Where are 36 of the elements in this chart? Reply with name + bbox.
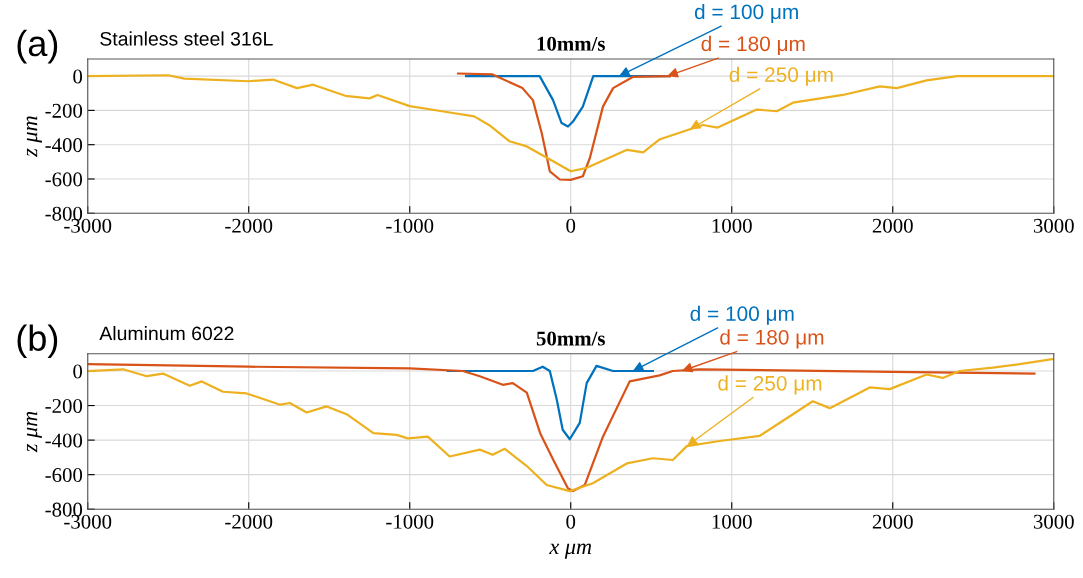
annotation: d = 180 μm bbox=[720, 329, 824, 349]
y-tick-label: -400 bbox=[45, 433, 83, 448]
y-axis-title: z μm bbox=[26, 116, 42, 158]
x-tick-label: -2000 bbox=[225, 218, 273, 233]
y-tick-label: -400 bbox=[45, 138, 83, 153]
y-tick-label: -600 bbox=[45, 468, 83, 483]
annotation: d = 250 μm bbox=[718, 375, 822, 395]
annotation: d = 180 μm bbox=[701, 35, 805, 55]
y-axis-title: z μm bbox=[26, 411, 42, 453]
x-tick-label: 1000 bbox=[712, 514, 752, 529]
x-axis-title: x μm bbox=[549, 543, 592, 559]
x-tick-label: 0 bbox=[566, 218, 576, 233]
x-tick-label: 1000 bbox=[712, 218, 752, 233]
text: (b) bbox=[17, 324, 58, 359]
annotation: d = 250 μm bbox=[729, 66, 833, 86]
line-series bbox=[446, 364, 654, 441]
y-tick-label: 0 bbox=[73, 69, 83, 84]
y-tick-label: -600 bbox=[45, 172, 83, 187]
x-tick-label: -1000 bbox=[386, 514, 434, 529]
annotation: d = 100 μm bbox=[690, 305, 794, 325]
chart-title: 10mm/s bbox=[537, 36, 605, 51]
chart-title: 50mm/s bbox=[536, 331, 605, 346]
x-tick-label: 3000 bbox=[1033, 514, 1074, 529]
y-tick-label: -200 bbox=[45, 398, 83, 413]
x-tick-label: 3000 bbox=[1033, 218, 1074, 233]
x-tick-label: 2000 bbox=[872, 514, 913, 529]
text: Stainless steel 316L bbox=[100, 31, 273, 46]
x-tick-label: 2000 bbox=[872, 218, 913, 233]
x-tick-label: -2000 bbox=[225, 514, 273, 529]
text: (a) bbox=[17, 29, 58, 64]
y-tick-label: 0 bbox=[73, 364, 83, 379]
x-tick-label: 0 bbox=[566, 514, 576, 529]
y-tick-label: -200 bbox=[45, 103, 83, 118]
x-tick-label: -1000 bbox=[386, 218, 434, 233]
annotation: d = 100 μm bbox=[694, 3, 798, 23]
text: Aluminum 6022 bbox=[99, 326, 234, 341]
